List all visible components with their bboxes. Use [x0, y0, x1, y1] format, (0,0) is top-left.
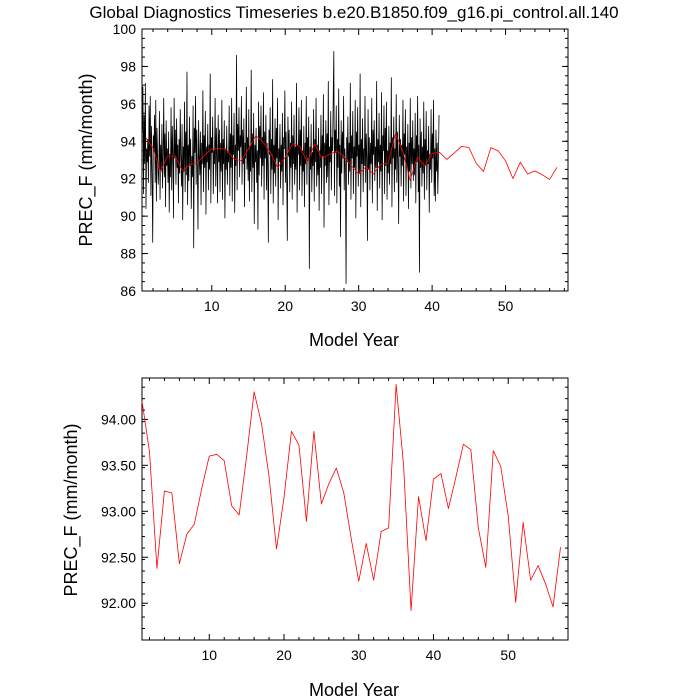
y-tick-label: 93.50	[101, 457, 136, 473]
x-tick-label: 40	[424, 298, 440, 314]
x-tick-label: 30	[351, 298, 367, 314]
figure-title: Global Diagnostics Timeseries b.e20.B185…	[89, 3, 618, 22]
x-tick-label: 10	[201, 647, 217, 663]
x-tick-label: 50	[498, 298, 514, 314]
y-tick-label: 93.00	[101, 503, 136, 519]
series-line-monthly	[141, 51, 440, 284]
bottom-series-group	[141, 384, 561, 611]
top-series-group	[141, 51, 558, 284]
bottom-x-axis: 10 20 30 40 50	[148, 378, 569, 663]
x-tick-label: 50	[500, 647, 516, 663]
y-tick-label: 86	[120, 283, 136, 299]
top-y-axis: 86 88 90 92 94 96 98 100	[113, 21, 568, 299]
top-y-axis-label: PREC_F (mm/month)	[76, 73, 97, 246]
x-tick-label: 30	[351, 647, 367, 663]
y-tick-label: 94.00	[101, 411, 136, 427]
y-tick-label: 92.50	[101, 549, 136, 565]
y-tick-label: 98	[120, 58, 136, 74]
y-tick-label: 90	[120, 208, 136, 224]
y-tick-label: 94	[120, 133, 136, 149]
x-tick-label: 10	[204, 298, 220, 314]
bottom-panel: 92.00 92.50 93.00 93.50 94.00 10 20 30 40 50 Mod…	[61, 377, 569, 700]
bottom-y-axis-label: PREC_F (mm/month)	[61, 423, 82, 596]
top-x-axis-label: Model Year	[309, 330, 399, 350]
y-tick-label: 88	[120, 246, 136, 262]
series-line-annual-mean	[145, 133, 558, 181]
y-tick-label: 92	[120, 171, 136, 187]
x-tick-label: 40	[426, 647, 442, 663]
x-tick-label: 20	[277, 298, 293, 314]
top-x-axis: 10 20 30 40 50	[152, 29, 565, 314]
y-tick-label: 92.00	[101, 595, 136, 611]
bottom-plot-frame	[141, 377, 569, 641]
series-line-annual-mean	[141, 384, 561, 611]
bottom-x-axis-label: Model Year	[309, 680, 399, 700]
bottom-y-axis: 92.00 92.50 93.00 93.50 94.00	[101, 386, 568, 641]
x-tick-label: 20	[276, 647, 292, 663]
y-tick-label: 100	[113, 21, 137, 37]
y-tick-label: 96	[120, 96, 136, 112]
